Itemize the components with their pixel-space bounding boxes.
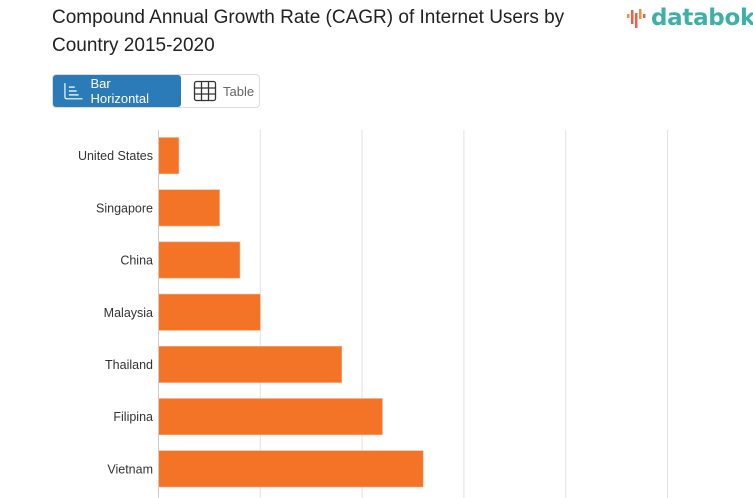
- bar-singapore: [158, 189, 220, 227]
- bar-china: [158, 241, 241, 279]
- bar-thailand: [158, 345, 343, 383]
- table-grid-icon: [193, 80, 217, 102]
- bar-horizontal-icon: [64, 83, 83, 100]
- table-button[interactable]: Table: [181, 75, 254, 107]
- table-label: Table: [223, 83, 255, 99]
- category-label: Thailand: [105, 358, 153, 372]
- bar-malaysia: [158, 293, 261, 331]
- bar-horizontal-button[interactable]: Bar Horizontal: [53, 75, 181, 107]
- category-label: Filipina: [113, 410, 153, 424]
- category-label: Malaysia: [104, 306, 153, 320]
- category-label: Vietnam: [107, 462, 153, 476]
- category-label: Singapore: [96, 201, 153, 215]
- category-label: United States: [78, 149, 153, 163]
- logo-bars-icon: [627, 9, 646, 28]
- bar-united-states: [158, 137, 180, 175]
- logo-text: databoks: [651, 5, 753, 31]
- databoks-logo[interactable]: databoks: [626, 5, 753, 31]
- view-toggle: Bar Horizontal Table: [52, 74, 260, 108]
- bar-filipina: [158, 398, 383, 436]
- category-label: China: [120, 254, 153, 268]
- bar-horizontal-label: Bar Horizontal: [90, 76, 150, 106]
- bar-vietnam: [158, 450, 424, 488]
- chart-title: Compound Annual Growth Rate (CAGR) of In…: [52, 7, 565, 56]
